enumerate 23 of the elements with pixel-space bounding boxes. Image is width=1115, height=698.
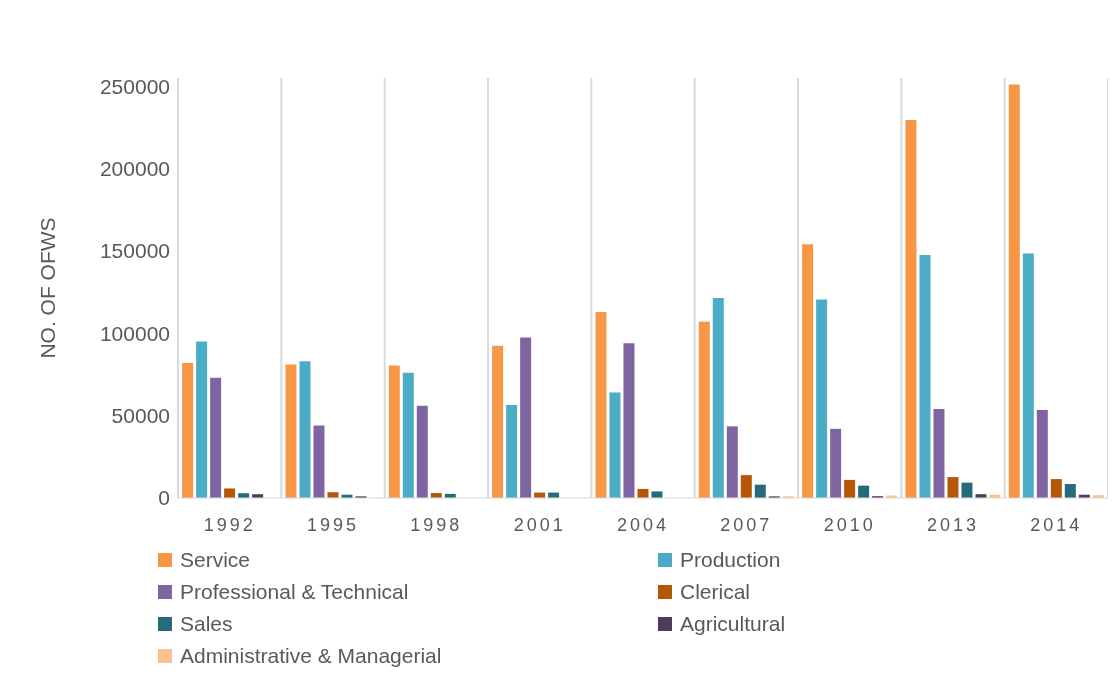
y-tick-label: 150000 (99, 239, 170, 263)
y-axis-title: NO. OF OFWS (36, 217, 60, 359)
legend-label: Administrative & Managerial (180, 644, 442, 668)
legend-label: Professional & Technical (180, 580, 409, 604)
legend-label: Production (680, 548, 781, 572)
x-tick-label: 2007 (720, 514, 773, 535)
x-tick-label: 2010 (823, 514, 876, 535)
legend-label: Service (180, 548, 251, 572)
legend-label: Agricultural (680, 612, 786, 636)
x-tick-label: 2014 (1030, 514, 1083, 535)
y-tick-label: 200000 (99, 157, 170, 181)
x-tick-label: 2001 (513, 514, 566, 535)
x-tick-label: 2004 (616, 514, 670, 535)
legend-label: Clerical (680, 580, 751, 604)
y-tick-label: 250000 (99, 74, 170, 98)
y-tick-label: 50000 (111, 404, 170, 428)
y-tick-label: 0 (158, 486, 170, 510)
x-tick-label: 2013 (926, 514, 980, 535)
x-tick-label: 1992 (203, 514, 256, 535)
y-tick-label: 100000 (99, 321, 170, 345)
x-tick-label: 1995 (306, 514, 360, 535)
legend-label: Sales (180, 612, 233, 636)
x-tick-label: 1998 (410, 514, 463, 535)
